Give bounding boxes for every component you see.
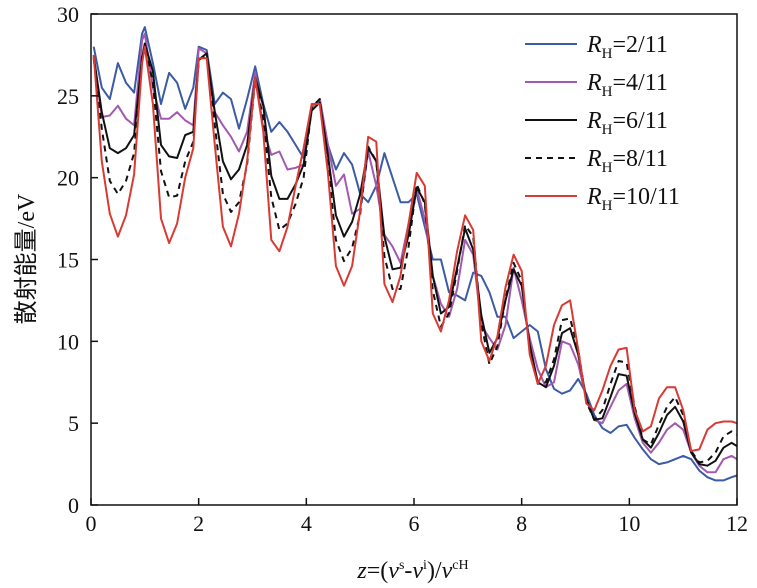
- y-tick-label: 20: [57, 166, 79, 191]
- y-tick-label: 30: [57, 2, 79, 27]
- x-axis-ticks: 0 2 4 6 8 10 12: [86, 498, 748, 536]
- x-tick-label: 8: [516, 511, 527, 536]
- legend-label: RH=4/11: [586, 70, 668, 100]
- series-line-4-11: [92, 32, 738, 474]
- x-tick-label: 12: [726, 511, 748, 536]
- series-line-10-11: [92, 45, 738, 452]
- legend-label: RH=10/11: [586, 184, 680, 214]
- series-layer: [92, 26, 738, 482]
- x-tick-label: 10: [618, 511, 640, 536]
- y-tick-label: 15: [57, 248, 79, 273]
- x-tick-label: 4: [301, 511, 312, 536]
- y-axis-title: 散射能量/eV: [13, 193, 40, 324]
- y-tick-label: 10: [57, 329, 79, 354]
- x-tick-label: 0: [86, 511, 97, 536]
- y-tick-label: 25: [57, 84, 79, 109]
- y-tick-label: 5: [68, 411, 79, 436]
- legend-label: RH=2/11: [586, 32, 668, 62]
- legend-label: RH=8/11: [586, 146, 668, 176]
- y-axis-ticks: 0 5 10 15 20 25 30: [57, 2, 98, 518]
- y-tick-label: 0: [68, 493, 79, 518]
- x-tick-label: 2: [193, 511, 204, 536]
- x-tick-label: 6: [409, 511, 420, 536]
- series-line-6-11: [92, 42, 738, 467]
- legend-label: RH=6/11: [586, 108, 668, 138]
- legend: RH=2/11 RH=4/11 RH=6/11 RH=8/11 RH=10/11: [525, 32, 680, 214]
- x-axis-title: z=(vs-vi)/vcH: [356, 558, 468, 584]
